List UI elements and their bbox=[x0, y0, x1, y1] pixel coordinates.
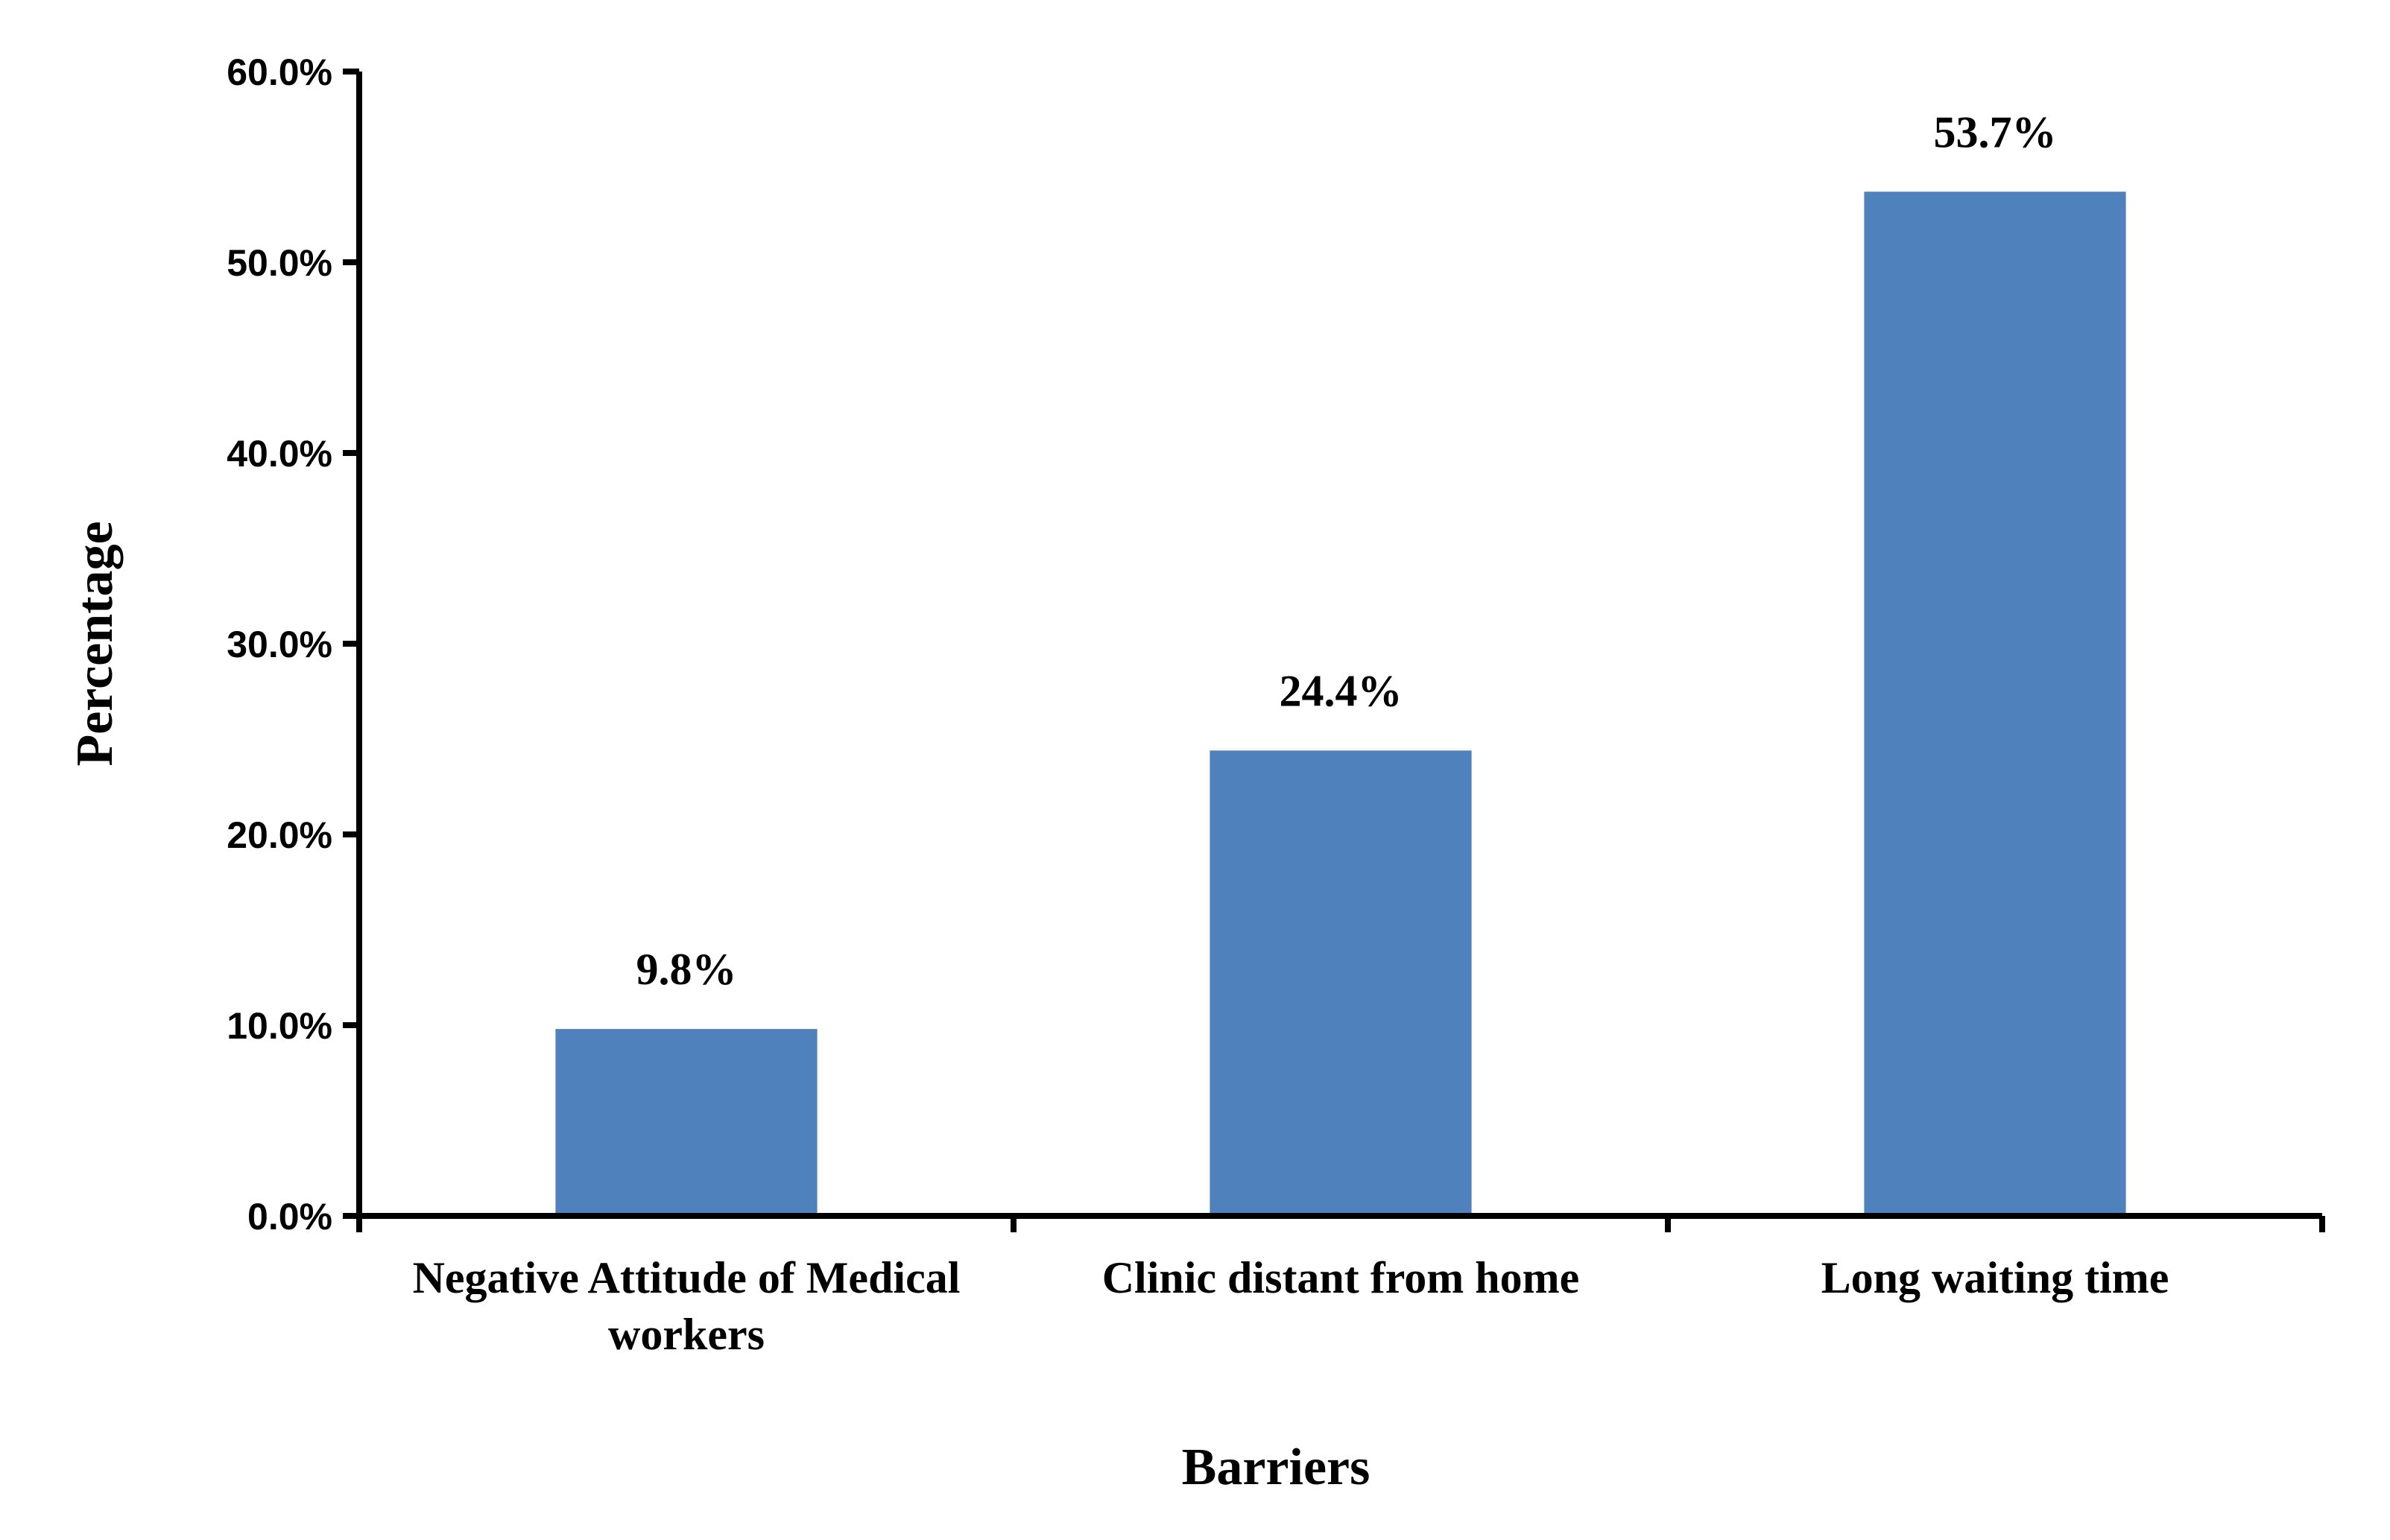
data-label: 9.8% bbox=[636, 945, 737, 994]
y-tick-label: 30.0% bbox=[227, 624, 332, 665]
bar bbox=[555, 1029, 818, 1216]
category-label: Long waiting time bbox=[1821, 1253, 2169, 1302]
y-tick-label: 20.0% bbox=[227, 814, 332, 856]
data-label: 24.4% bbox=[1280, 666, 1403, 715]
y-tick-label: 0.0% bbox=[247, 1196, 332, 1238]
category-label: Clinic distant from home bbox=[1102, 1253, 1580, 1302]
category-labels: Negative Attitude of Medical workers Clini… bbox=[413, 1253, 2169, 1359]
data-labels: 9.8% 24.4% 53.7% bbox=[636, 107, 2057, 994]
category-label: Negative Attitude of Medical bbox=[413, 1253, 961, 1302]
x-ticks bbox=[356, 1216, 2325, 1232]
bar bbox=[1210, 750, 1472, 1216]
y-tick-label: 50.0% bbox=[227, 242, 332, 284]
y-ticks: 0.0% 10.0% 20.0% 30.0% 40.0% 50.0% 60.0% bbox=[227, 51, 359, 1238]
data-label: 53.7% bbox=[1934, 107, 2057, 156]
category-label: workers bbox=[608, 1310, 765, 1359]
bar bbox=[1864, 191, 2126, 1216]
y-axis-title: Percentage bbox=[66, 521, 124, 766]
x-axis-title: Barriers bbox=[1182, 1439, 1371, 1496]
bars-layer bbox=[555, 191, 2126, 1216]
y-tick-label: 10.0% bbox=[227, 1005, 332, 1047]
y-tick-label: 60.0% bbox=[227, 51, 332, 93]
y-tick-label: 40.0% bbox=[227, 433, 332, 475]
